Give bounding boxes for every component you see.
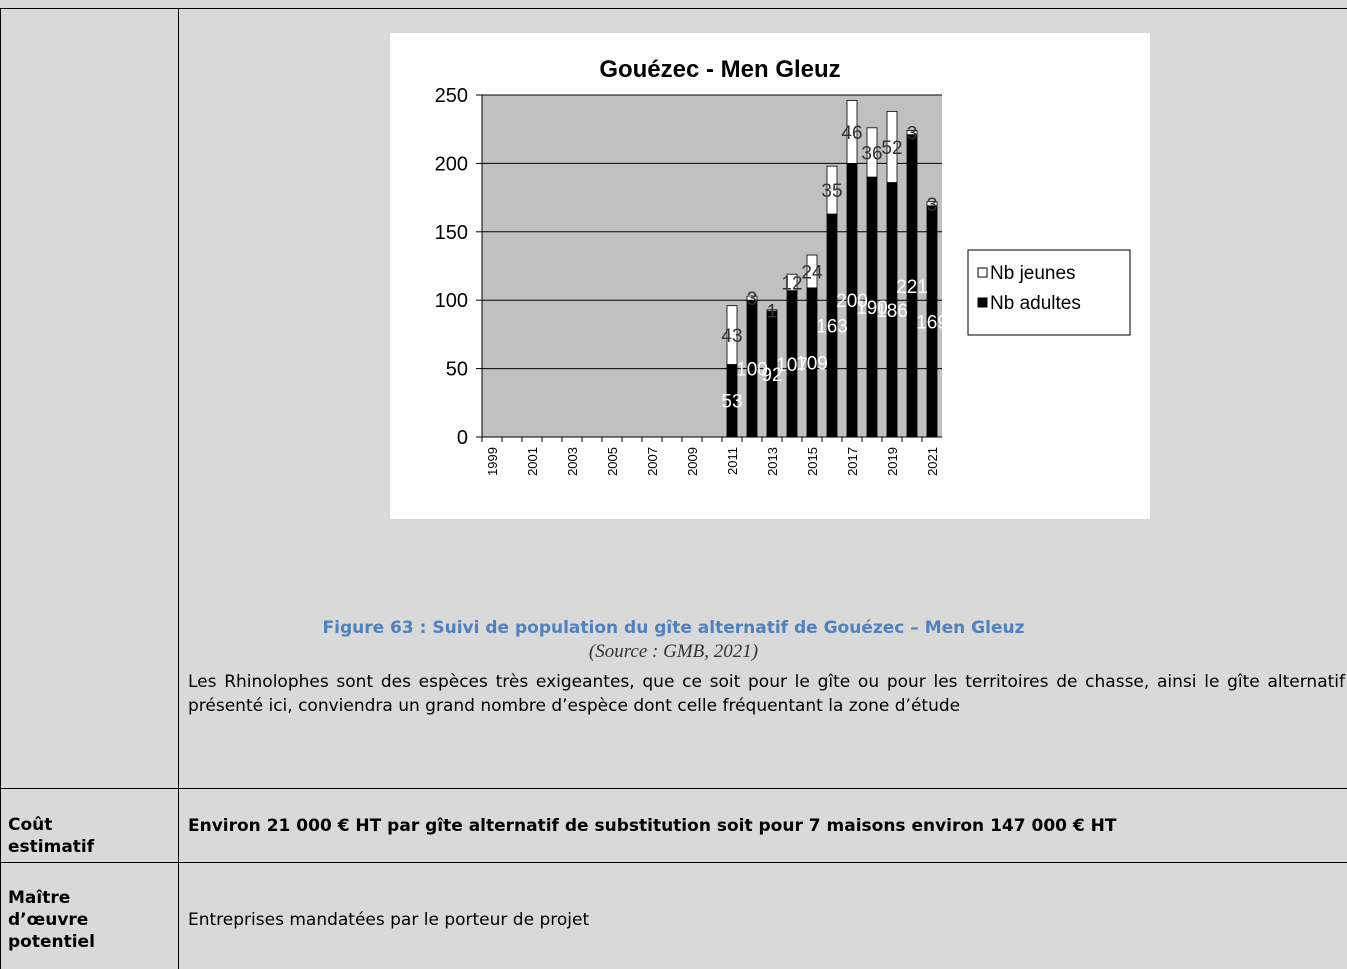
x-tick-label: 2003 <box>565 447 580 476</box>
row-label: Coût estimatif <box>8 815 95 857</box>
bar <box>746 295 758 301</box>
x-tick-label: 2005 <box>605 447 620 476</box>
x-tick-label: 2001 <box>525 447 540 476</box>
y-tick-label: 100 <box>435 290 468 312</box>
border <box>0 8 1347 9</box>
bar <box>926 201 938 207</box>
data-label: 107 <box>776 355 808 376</box>
bar <box>726 305 738 365</box>
y-tick-label: 50 <box>446 359 468 381</box>
data-label: 3 <box>907 124 918 145</box>
data-label: 24 <box>801 262 823 283</box>
border <box>0 862 1347 863</box>
data-label: 190 <box>856 298 888 319</box>
data-label: 109 <box>796 353 828 374</box>
legend-label: Nb adultes <box>990 293 1081 314</box>
chart: Gouézec - Men Gleuz 0 50 100 150 200 250 53 43 1… <box>390 33 1150 519</box>
legend-label: Nb jeunes <box>990 263 1076 284</box>
border <box>0 788 1347 789</box>
figure-caption: Figure 63 : Suivi de population du gîte … <box>322 618 1025 638</box>
data-label: 12 <box>781 273 802 294</box>
x-tick-label: 2013 <box>765 447 780 476</box>
paragraph: Les Rhinolophes sont des espèces très ex… <box>188 672 1345 716</box>
bar <box>786 273 798 292</box>
plot-area <box>482 95 942 437</box>
x-tick-label: 2007 <box>645 447 660 476</box>
data-label: 221 <box>896 277 928 298</box>
x-tick-label: 2017 <box>845 447 860 476</box>
legend-swatch <box>977 267 988 278</box>
y-tick-label: 0 <box>457 427 468 449</box>
data-label: 46 <box>841 123 862 144</box>
bar <box>866 127 878 178</box>
x-tick-label: 2009 <box>685 447 700 476</box>
data-label: 100 <box>736 360 768 381</box>
x-tick-label: 2015 <box>805 447 820 476</box>
chart-title: Gouézec - Men Gleuz <box>599 56 840 83</box>
y-tick-label: 250 <box>435 85 468 107</box>
data-label: 186 <box>876 301 908 322</box>
x-tick-label: 2011 <box>725 447 740 475</box>
bar <box>806 254 818 289</box>
legend-box <box>967 249 1131 336</box>
legend-swatch <box>977 297 988 308</box>
data-label: 52 <box>881 138 902 159</box>
row-label: Maître d’œuvre potentiel <box>8 888 95 952</box>
y-tick-label: 200 <box>435 153 468 175</box>
data-label: 3 <box>927 195 938 216</box>
row-text: Entreprises mandatées par le porteur de … <box>188 910 590 930</box>
bar <box>846 100 858 164</box>
data-label: 35 <box>821 181 842 202</box>
x-tick-label: 1999 <box>485 447 500 476</box>
data-label: 3 <box>747 289 758 310</box>
data-label: 92 <box>761 365 782 386</box>
source: (Source : GMB, 2021) <box>588 641 759 662</box>
bar <box>766 309 778 312</box>
bar <box>906 130 918 136</box>
y-tick-label: 150 <box>435 222 468 244</box>
x-tick-label: 2019 <box>885 447 900 476</box>
x-tick-label: 2021 <box>925 447 940 476</box>
border <box>178 8 179 969</box>
row-text: Environ 21 000 € HT par gîte alternatif … <box>188 816 1117 836</box>
data-label: 43 <box>721 326 742 347</box>
data-label: 163 <box>816 317 848 338</box>
data-label: 200 <box>836 291 868 312</box>
data-label: 53 <box>721 392 742 413</box>
border <box>0 8 1 969</box>
bar <box>826 165 838 215</box>
data-label: 36 <box>861 143 882 164</box>
bars: 53 43 100 3 92 1 107 12 109 24 163 35 200 46 190 36 186 5… <box>721 100 948 437</box>
data-label: 169 <box>916 312 948 333</box>
bar <box>886 111 898 183</box>
data-label: 1 <box>767 301 778 322</box>
